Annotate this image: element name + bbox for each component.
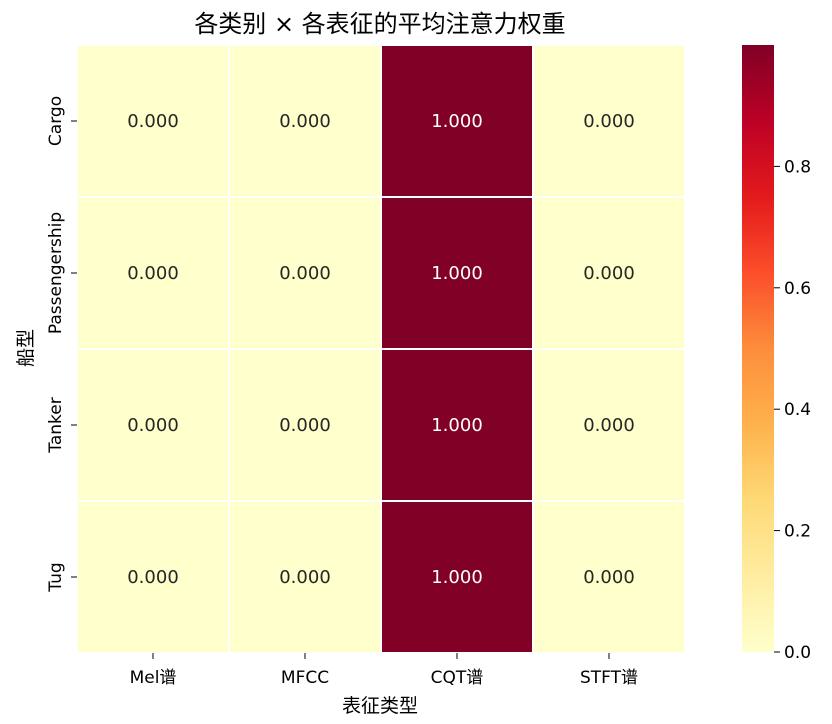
heatmap-cell-0-3 [532,44,686,198]
x-axis: Mel谱 MFCC CQT谱 STFT谱 [130,653,638,688]
cell-value-labels: 0.000 0.000 1.000 0.000 0.000 0.000 1.000 0.000… [127,111,635,588]
colorbar-tick-label: 0.4 [784,400,811,420]
cell-label-3-1: 0.000 [279,567,331,588]
y-tick-label: Cargo [46,96,66,146]
heatmap-cell-1-1 [228,196,382,350]
heatmap-cell-0-1 [228,44,382,198]
heatmap-cell-2-3 [532,348,686,502]
cell-label-2-1: 0.000 [279,415,331,436]
cell-label-0-2: 1.000 [431,111,483,132]
cell-label-0-3: 0.000 [583,111,635,132]
x-tick-label: Mel谱 [130,668,177,688]
cell-label-3-2: 1.000 [431,567,483,588]
cell-label-2-0: 0.000 [127,415,179,436]
chart-title: 各类别 × 各表征的平均注意力权重 [194,10,565,38]
heatmap-cells [76,44,686,654]
y-tick-label: Tanker [46,397,66,453]
cell-label-1-0: 0.000 [127,263,179,284]
heatmap-cell-3-1 [228,500,382,654]
cell-label-0-0: 0.000 [127,111,179,132]
colorbar-tick-label: 0.0 [784,643,811,663]
heatmap-cell-3-0 [76,500,230,654]
y-tick-label: Passengership [46,212,66,334]
cell-label-0-1: 0.000 [279,111,331,132]
colorbar-tick-label: 0.6 [784,279,811,299]
x-tick-label: CQT谱 [431,668,484,688]
cell-label-3-3: 0.000 [583,567,635,588]
y-tick-label: Tug [46,562,66,592]
cell-label-1-1: 0.000 [279,263,331,284]
heatmap-cell-3-3 [532,500,686,654]
colorbar-axis: 0.0 0.2 0.4 0.6 0.8 [774,157,811,663]
heatmap-cell-1-0 [76,196,230,350]
cell-label-1-3: 0.000 [583,263,635,284]
x-tick-label: STFT谱 [580,668,638,688]
cell-label-1-2: 1.000 [431,263,483,284]
heatmap-cell-0-0 [76,44,230,198]
cell-label-3-0: 0.000 [127,567,179,588]
heatmap-cell-2-1 [228,348,382,502]
y-axis: Cargo Passengership Tanker Tug [46,96,77,593]
x-tick-label: MFCC [281,668,329,688]
y-axis-label: 船型 [15,329,37,367]
colorbar-tick-label: 0.8 [784,157,811,177]
heatmap-cell-1-3 [532,196,686,350]
colorbar [742,45,774,652]
heatmap-cell-0-2 [380,44,534,198]
x-axis-label: 表征类型 [342,695,418,717]
colorbar-tick-label: 0.2 [784,522,811,542]
cell-label-2-2: 1.000 [431,415,483,436]
cell-label-2-3: 0.000 [583,415,635,436]
